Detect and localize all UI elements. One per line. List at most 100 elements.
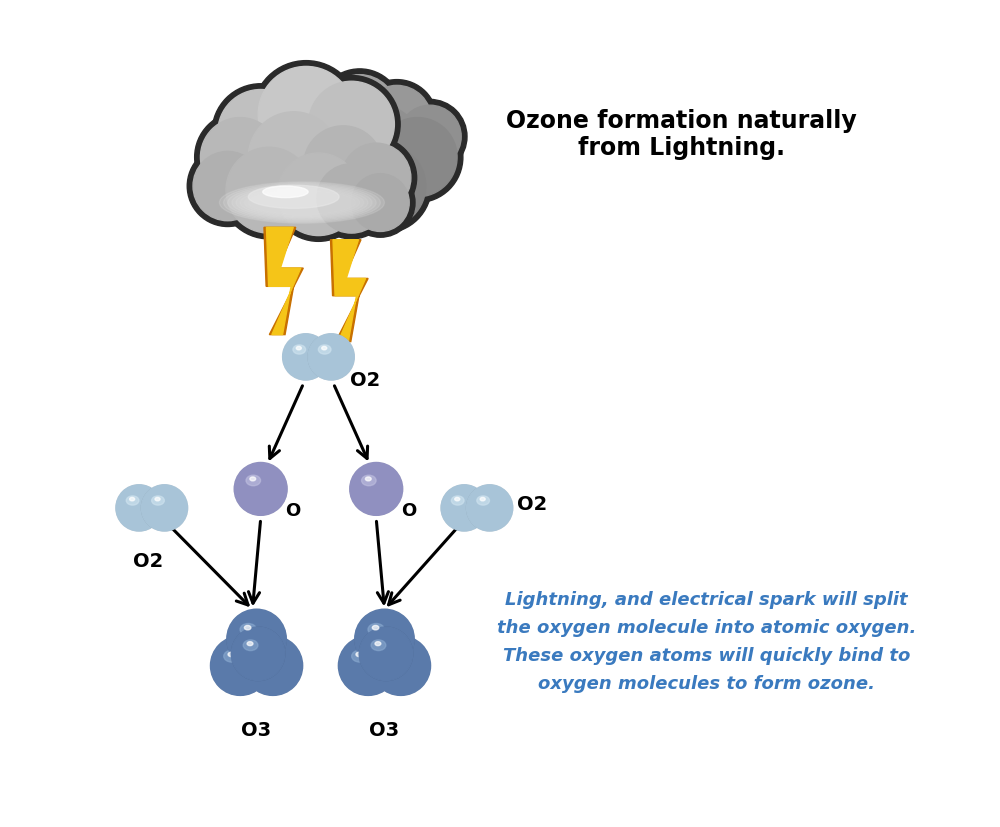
Circle shape — [116, 485, 162, 532]
Circle shape — [338, 636, 398, 696]
Circle shape — [252, 61, 360, 169]
Ellipse shape — [371, 640, 386, 651]
Polygon shape — [331, 241, 368, 342]
Circle shape — [277, 154, 360, 237]
Ellipse shape — [296, 347, 301, 351]
Circle shape — [218, 90, 304, 176]
Polygon shape — [264, 228, 303, 335]
Polygon shape — [333, 241, 366, 342]
Circle shape — [356, 80, 437, 161]
Circle shape — [336, 138, 417, 219]
Ellipse shape — [451, 496, 464, 505]
Circle shape — [243, 636, 303, 696]
Ellipse shape — [372, 626, 379, 630]
Polygon shape — [266, 228, 301, 335]
Circle shape — [331, 104, 422, 195]
Circle shape — [262, 142, 342, 223]
Circle shape — [116, 485, 162, 532]
Ellipse shape — [126, 496, 139, 505]
Circle shape — [337, 140, 432, 234]
Circle shape — [227, 609, 286, 669]
Text: Lightning, and electrical spark will split
the oxygen molecule into atomic oxyge: Lightning, and electrical spark will spl… — [497, 590, 916, 692]
Circle shape — [200, 118, 280, 198]
Ellipse shape — [155, 498, 160, 501]
Circle shape — [211, 636, 270, 696]
Ellipse shape — [368, 624, 384, 636]
Ellipse shape — [247, 642, 253, 646]
Circle shape — [371, 636, 431, 696]
Ellipse shape — [477, 496, 489, 505]
Ellipse shape — [365, 477, 371, 481]
Ellipse shape — [362, 476, 376, 486]
Ellipse shape — [480, 498, 485, 501]
Ellipse shape — [256, 651, 273, 662]
Circle shape — [378, 118, 457, 198]
Text: O2: O2 — [517, 495, 547, 514]
Circle shape — [311, 159, 392, 240]
Circle shape — [290, 121, 380, 212]
Circle shape — [141, 485, 188, 532]
Circle shape — [355, 609, 414, 669]
Circle shape — [346, 169, 415, 238]
Ellipse shape — [240, 189, 364, 218]
Circle shape — [267, 148, 337, 218]
Ellipse shape — [261, 653, 267, 657]
Text: O3: O3 — [369, 720, 400, 739]
Ellipse shape — [293, 346, 306, 355]
Circle shape — [359, 628, 413, 681]
Circle shape — [308, 334, 354, 380]
Text: O3: O3 — [241, 720, 272, 739]
Ellipse shape — [244, 626, 251, 630]
Text: O2: O2 — [350, 371, 380, 390]
Circle shape — [325, 98, 427, 201]
Circle shape — [441, 485, 487, 532]
Circle shape — [283, 334, 329, 380]
Circle shape — [226, 148, 312, 234]
Ellipse shape — [228, 653, 235, 657]
Circle shape — [359, 628, 413, 681]
Ellipse shape — [356, 653, 362, 657]
Circle shape — [187, 146, 268, 227]
Ellipse shape — [232, 186, 372, 220]
Ellipse shape — [250, 477, 256, 481]
Circle shape — [258, 67, 354, 163]
Circle shape — [231, 628, 285, 681]
Ellipse shape — [224, 651, 240, 662]
Ellipse shape — [263, 187, 308, 198]
Circle shape — [343, 146, 426, 228]
Circle shape — [362, 86, 432, 155]
Ellipse shape — [236, 188, 368, 219]
Circle shape — [284, 115, 386, 218]
Text: O2: O2 — [133, 551, 163, 570]
Circle shape — [195, 112, 285, 203]
Ellipse shape — [130, 498, 135, 501]
Ellipse shape — [243, 640, 258, 651]
Ellipse shape — [375, 642, 381, 646]
Ellipse shape — [246, 476, 261, 486]
Circle shape — [248, 112, 339, 203]
Circle shape — [304, 127, 383, 206]
Ellipse shape — [224, 184, 380, 222]
Circle shape — [271, 148, 365, 242]
Circle shape — [227, 609, 286, 669]
Ellipse shape — [389, 653, 395, 657]
Circle shape — [466, 485, 513, 532]
Circle shape — [338, 636, 398, 696]
Circle shape — [211, 636, 270, 696]
Circle shape — [350, 463, 403, 516]
Ellipse shape — [455, 498, 460, 501]
Circle shape — [351, 174, 409, 232]
Circle shape — [303, 76, 400, 174]
Circle shape — [283, 334, 329, 380]
Circle shape — [243, 636, 303, 696]
Circle shape — [308, 334, 354, 380]
Circle shape — [234, 463, 287, 516]
Circle shape — [141, 485, 188, 532]
Circle shape — [350, 463, 403, 516]
Circle shape — [193, 152, 262, 222]
Ellipse shape — [228, 185, 376, 222]
Circle shape — [220, 142, 318, 240]
Ellipse shape — [322, 347, 327, 351]
Text: Ozone formation naturally
from Lightning.: Ozone formation naturally from Lightning… — [506, 108, 857, 160]
Circle shape — [234, 463, 287, 516]
